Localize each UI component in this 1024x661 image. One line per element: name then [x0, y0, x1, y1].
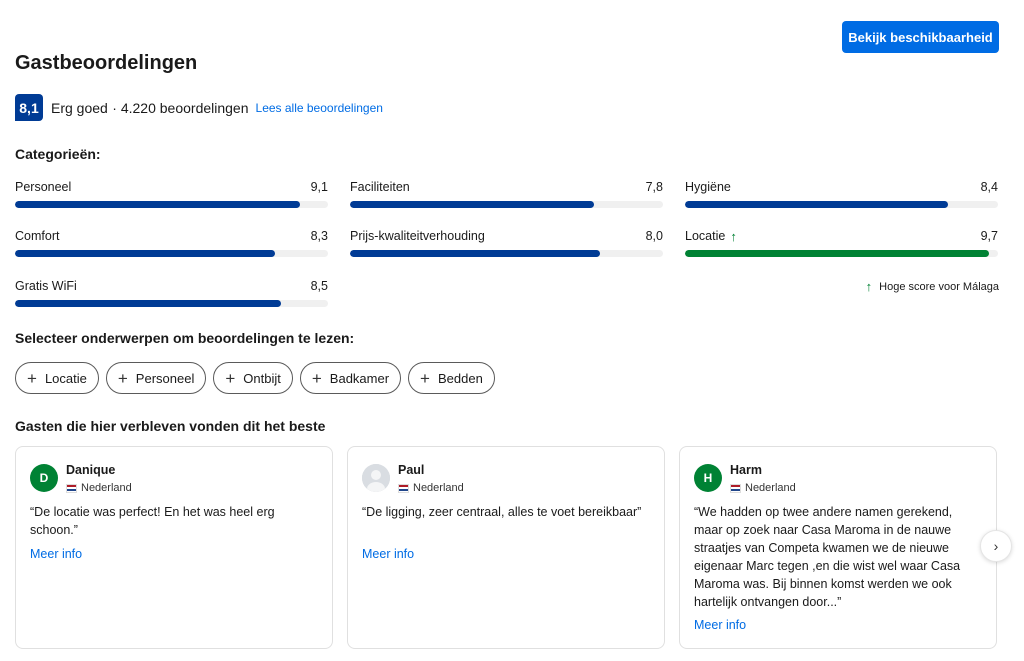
category-prijs-kwaliteit: Prijs-kwaliteitverhouding 8,0 [350, 228, 663, 257]
review-card: H Harm Nederland “We hadden op twee ande… [679, 446, 997, 649]
page-title: Gastbeoordelingen [15, 52, 198, 74]
category-name: Comfort [15, 229, 60, 243]
carousel-next-button[interactable]: › [980, 530, 1012, 562]
plus-icon: + [420, 368, 430, 388]
more-info-link[interactable]: Meer info [694, 618, 747, 632]
flag-netherlands-icon [66, 483, 77, 493]
overall-score-row: 8,1 Erg goed · 4.220 beoordelingen Lees … [15, 94, 383, 121]
review-card: D Danique Nederland “De locatie was perf… [15, 446, 333, 649]
category-faciliteiten: Faciliteiten 7,8 [350, 179, 663, 208]
category-score: 8,5 [310, 279, 328, 293]
category-score: 7,8 [645, 180, 663, 194]
reviewer-country: Nederland [398, 482, 464, 494]
category-bar [685, 250, 998, 257]
category-comfort: Comfort 8,3 [15, 228, 328, 257]
plus-icon: + [225, 368, 236, 388]
plus-icon: + [311, 368, 322, 388]
score-badge: 8,1 [15, 94, 43, 121]
category-bar-fill [15, 300, 282, 307]
country-name: Nederland [413, 482, 464, 494]
reviews-heading: Gasten die hier verbleven vonden dit het… [15, 418, 326, 434]
category-name-with-up: Locatie ↑ [685, 229, 737, 244]
reviewer-name: Harm [730, 463, 762, 477]
arrow-up-icon: ↑ [730, 228, 737, 244]
topic-chip-locatie[interactable]: + Locatie [15, 362, 99, 394]
category-score: 8,3 [310, 229, 328, 243]
category-name: Locatie [685, 229, 726, 243]
country-name: Nederland [745, 482, 796, 494]
more-info-link[interactable]: Meer info [362, 547, 415, 561]
topic-chips: + Locatie + Personeel + Ontbijt + Badkamer +… [15, 362, 495, 394]
topic-chip-bedden[interactable]: + Bedden [408, 362, 495, 394]
topic-chip-badkamer[interactable]: + Badkamer [299, 362, 402, 394]
category-bar-fill [685, 201, 948, 208]
chip-label: Personeel [135, 370, 195, 386]
review-text: “De locatie was perfect! En het was heel… [30, 505, 275, 537]
category-gratis-wifi: Gratis WiFi 8,5 [15, 278, 328, 307]
high-score-text: Hoge score voor Málaga [879, 280, 999, 293]
category-name: Prijs-kwaliteitverhouding [350, 229, 485, 243]
reviewer-country: Nederland [66, 482, 132, 494]
reviewer-country: Nederland [730, 482, 796, 494]
review-card: Paul Nederland “De ligging, zeer centraa… [347, 446, 665, 649]
category-name: Personeel [15, 180, 72, 194]
user-silhouette-icon [362, 464, 390, 492]
category-score: 8,0 [645, 229, 663, 243]
category-bar [350, 201, 663, 208]
chip-label: Bedden [437, 370, 483, 386]
flag-netherlands-icon [398, 483, 409, 493]
check-availability-button[interactable]: Bekijk beschikbaarheid [842, 21, 999, 53]
more-info-link[interactable]: Meer info [30, 547, 83, 561]
country-name: Nederland [81, 482, 132, 494]
topics-heading: Selecteer onderwerpen om beoordelingen t… [15, 330, 355, 346]
avatar: D [30, 464, 58, 492]
review-text: “De ligging, zeer centraal, alles te voe… [362, 505, 642, 519]
category-bar [15, 300, 328, 307]
category-bar-fill [15, 250, 275, 257]
category-locatie: Locatie ↑ 9,7 [685, 228, 998, 257]
categories-heading: Categorieën: [15, 146, 101, 162]
category-bar [15, 201, 328, 208]
category-name: Faciliteiten [350, 180, 410, 194]
category-bar-fill [350, 250, 601, 257]
category-bar-fill [685, 250, 989, 257]
category-bar [15, 250, 328, 257]
category-personeel: Personeel 9,1 [15, 179, 328, 208]
avatar [362, 464, 390, 492]
category-score: 8,4 [980, 180, 998, 194]
category-name: Gratis WiFi [15, 279, 77, 293]
chip-label: Ontbijt [243, 370, 281, 386]
category-bar [350, 250, 663, 257]
high-score-note: ↑ Hoge score voor Málaga [857, 279, 999, 294]
chip-label: Locatie [44, 370, 87, 386]
review-count: · 4.220 beoordelingen [112, 99, 249, 116]
plus-icon: + [117, 368, 128, 388]
category-bar-fill [15, 201, 300, 208]
category-score: 9,7 [980, 229, 998, 243]
chevron-right-icon: › [993, 538, 999, 554]
plus-icon: + [27, 368, 37, 388]
chip-label: Badkamer [329, 370, 390, 386]
category-bar-fill [350, 201, 595, 208]
flag-netherlands-icon [730, 483, 741, 493]
category-hygiene: Hygiëne 8,4 [685, 179, 998, 208]
read-all-reviews-link[interactable]: Lees alle beoordelingen [255, 100, 383, 115]
reviewer-name: Paul [398, 463, 425, 477]
category-score: 9,1 [310, 180, 328, 194]
arrow-up-icon: ↑ [865, 279, 873, 294]
review-text: “We hadden op twee andere namen gerekend… [694, 505, 961, 609]
category-bar [685, 201, 998, 208]
score-label: Erg goed [51, 99, 108, 116]
topic-chip-ontbijt[interactable]: + Ontbijt [213, 362, 293, 394]
avatar: H [694, 464, 722, 492]
category-name: Hygiëne [685, 180, 731, 194]
topic-chip-personeel[interactable]: + Personeel [105, 362, 207, 394]
reviewer-name: Danique [66, 463, 116, 477]
